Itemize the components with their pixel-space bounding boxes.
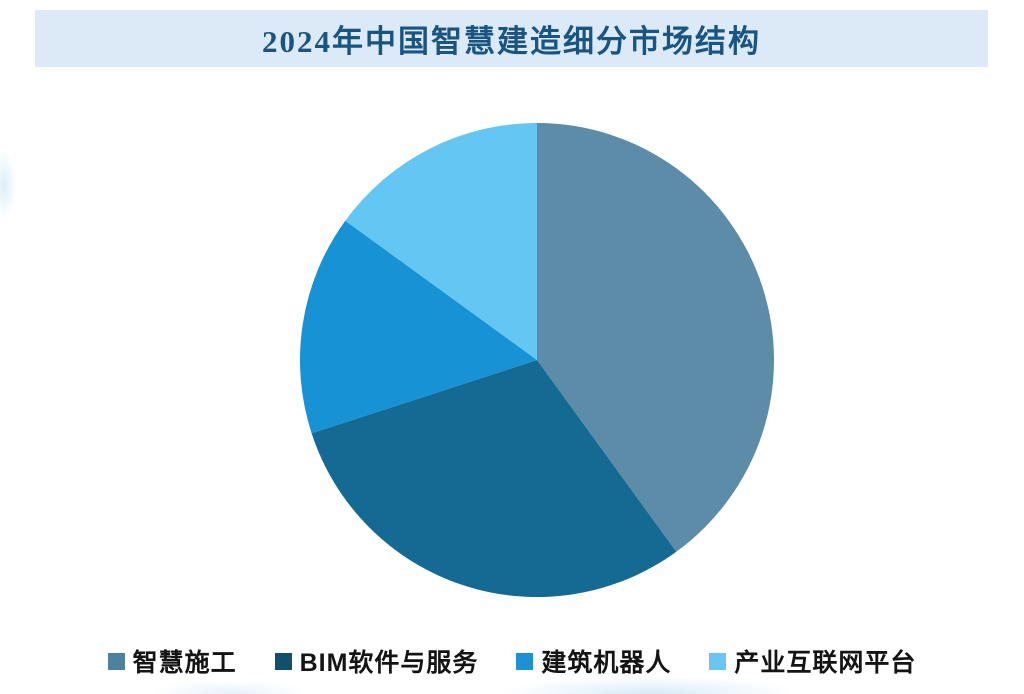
legend-label: 建筑机器人 <box>541 649 672 677</box>
chart-legend: 智慧施工 BIM软件与服务 建筑机器人 产业互联网平台 <box>0 643 1024 679</box>
pie-slice-2 <box>311 360 677 597</box>
legend-swatch-icon <box>709 652 727 670</box>
legend-label: BIM软件与服务 <box>299 649 479 677</box>
legend-item-2: BIM软件与服务 <box>274 643 479 679</box>
legend-swatch-icon <box>516 652 534 670</box>
background-artifact <box>0 150 16 220</box>
pie-slice-1 <box>537 123 774 552</box>
pie-chart <box>300 123 774 597</box>
pie-slice-3 <box>300 220 537 434</box>
legend-label: 产业互联网平台 <box>734 649 917 677</box>
legend-swatch-icon <box>274 652 292 670</box>
chart-title: 2024年中国智慧建造细分市场结构 <box>262 24 761 59</box>
legend-swatch-icon <box>107 652 125 670</box>
legend-item-3: 建筑机器人 <box>516 643 671 679</box>
title-banner: 2024年中国智慧建造细分市场结构 <box>35 10 988 67</box>
background-artifact <box>150 680 310 694</box>
legend-item-1: 智慧施工 <box>107 643 237 679</box>
legend-label: 智慧施工 <box>132 649 237 677</box>
pie-slice-4 <box>345 123 537 360</box>
legend-item-4: 产业互联网平台 <box>709 643 916 679</box>
